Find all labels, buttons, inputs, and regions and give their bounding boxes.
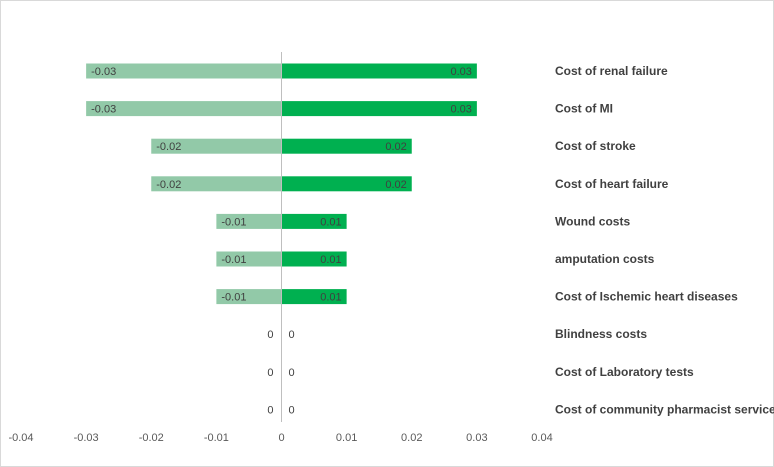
- bar-positive: [281, 138, 412, 154]
- data-label-positive: 0.01: [320, 216, 341, 228]
- bar-negative: [151, 138, 282, 154]
- x-tick-label: 0: [278, 432, 284, 444]
- bar-positive: [281, 101, 477, 117]
- category-label: Cost of community pharmacist service: [555, 402, 774, 416]
- category-label: Blindness costs: [555, 327, 647, 341]
- data-label-negative: -0.01: [221, 254, 246, 266]
- data-label-positive: 0.03: [450, 104, 471, 116]
- category-label: amputation costs: [555, 252, 655, 266]
- x-tick-labels-layer: -0.04 -0.03 -0.02 -0.01 0 0.01 0.02 0.03 0.04: [8, 432, 552, 444]
- data-label-positive: 0: [289, 404, 295, 416]
- category-label: Cost of MI: [555, 102, 613, 116]
- data-label-positive: 0.02: [385, 179, 406, 191]
- data-label-positive: 0.03: [450, 66, 471, 78]
- data-label-positive: 0.01: [320, 254, 341, 266]
- x-tick-label: 0.02: [401, 432, 422, 444]
- bar-negative: [216, 251, 282, 267]
- bar-positive: [281, 63, 477, 79]
- category-labels-layer: Cost of renal failure Cost of MI Cost of s…: [555, 64, 774, 416]
- bar-negative: [86, 101, 282, 117]
- x-tick-label: -0.01: [204, 432, 229, 444]
- bar-positive: [281, 251, 347, 267]
- bar-positive: [281, 289, 347, 305]
- category-label: Cost of Laboratory tests: [555, 365, 694, 379]
- data-label-negative: -0.03: [91, 104, 116, 116]
- category-label: Wound costs: [555, 214, 630, 228]
- x-tick-label: 0.01: [336, 432, 357, 444]
- x-tick-label: -0.04: [8, 432, 33, 444]
- bar-negative: [151, 176, 282, 192]
- bar-negative: [216, 289, 282, 305]
- data-label-negative: -0.02: [156, 141, 181, 153]
- data-label-negative: 0: [267, 329, 273, 341]
- bar-positive: [281, 176, 412, 192]
- data-label-negative: -0.02: [156, 179, 181, 191]
- category-label: Cost of heart failure: [555, 177, 669, 191]
- data-label-negative: -0.01: [221, 216, 246, 228]
- data-label-negative: 0: [267, 404, 273, 416]
- data-label-positive: 0.02: [385, 141, 406, 153]
- category-label: Cost of Ischemic heart diseases: [555, 290, 738, 304]
- data-label-positive: 0: [289, 367, 295, 379]
- data-labels-layer: -0.03 0.03 -0.03 0.03 -0.02 0.02 -0.02 0.02 -0.0…: [91, 66, 472, 416]
- category-label: Cost of stroke: [555, 139, 636, 153]
- data-label-positive: 0.01: [320, 292, 341, 304]
- bar-positive: [281, 213, 347, 229]
- x-tick-label: -0.02: [139, 432, 164, 444]
- data-label-positive: 0: [289, 329, 295, 341]
- data-label-negative: 0: [267, 367, 273, 379]
- data-label-negative: -0.03: [91, 66, 116, 78]
- category-label: Cost of renal failure: [555, 64, 668, 78]
- data-label-negative: -0.01: [221, 292, 246, 304]
- x-tick-label: 0.03: [466, 432, 487, 444]
- bars-layer: [86, 63, 477, 305]
- bar-negative: [86, 63, 282, 79]
- bar-negative: [216, 213, 282, 229]
- x-tick-label: -0.03: [74, 432, 99, 444]
- x-tick-label: 0.04: [531, 432, 552, 444]
